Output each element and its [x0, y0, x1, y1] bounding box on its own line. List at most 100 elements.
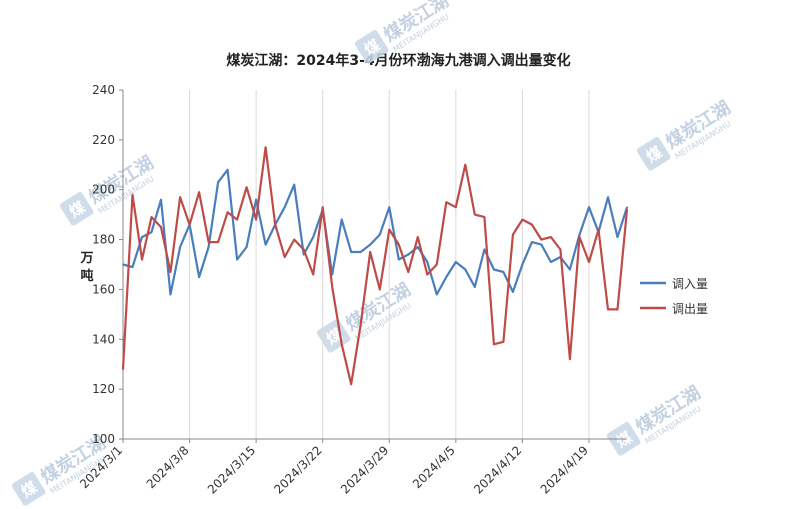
data-point: [474, 286, 476, 288]
data-point: [502, 271, 505, 273]
y-tick-label: 100: [92, 432, 115, 446]
data-point: [359, 251, 362, 253]
data-point: [445, 276, 448, 278]
data-point: [397, 243, 400, 246]
x-tick-label: 2024/3/8: [144, 443, 192, 491]
watermark-logo: [354, 30, 389, 64]
data-point: [550, 236, 552, 238]
chart-series: [121, 146, 629, 386]
data-point: [455, 206, 457, 208]
data-point: [569, 358, 571, 361]
data-point: [607, 196, 609, 198]
data-point: [340, 218, 343, 221]
data-point: [588, 206, 590, 208]
data-point: [141, 258, 143, 261]
data-point: [350, 383, 353, 385]
data-point: [540, 243, 543, 246]
data-point: [493, 268, 495, 271]
data-point: [512, 291, 514, 293]
data-point: [331, 286, 334, 288]
data-point: [274, 223, 276, 226]
data-point: [616, 236, 619, 238]
data-point: [531, 223, 533, 226]
data-point: [626, 208, 628, 211]
data-point: [293, 183, 295, 186]
data-point: [426, 273, 429, 276]
data-point: [493, 343, 495, 346]
data-point: [616, 308, 619, 311]
data-point: [283, 206, 286, 208]
data-point: [436, 263, 438, 266]
data-point: [550, 261, 552, 263]
data-point: [416, 246, 419, 248]
y-tick-label: 160: [92, 282, 115, 296]
data-point: [388, 206, 391, 208]
data-point: [559, 248, 562, 251]
data-point: [397, 258, 400, 261]
data-point: [407, 271, 410, 273]
data-point: [122, 263, 124, 266]
legend-label: 调出量: [672, 302, 708, 316]
data-point: [464, 163, 467, 166]
data-point: [426, 261, 429, 263]
data-point: [236, 258, 238, 261]
y-axis-label: 万吨: [79, 251, 93, 284]
data-point: [217, 241, 219, 243]
data-point: [578, 233, 581, 236]
data-point: [236, 218, 238, 221]
data-point: [179, 196, 181, 198]
data-point: [359, 323, 362, 326]
chart-title: 煤炭江湖：2024年3-4月份环渤海九港调入调出量变化: [226, 53, 571, 69]
x-tick-label: 2024/4/5: [410, 443, 458, 491]
data-point: [569, 268, 571, 271]
data-point: [378, 233, 381, 236]
data-point: [340, 343, 343, 346]
data-point: [455, 261, 457, 263]
series-line-1: [122, 168, 629, 296]
data-point: [378, 288, 381, 291]
data-point: [188, 223, 191, 226]
data-point: [131, 193, 134, 196]
data-point: [198, 276, 200, 278]
data-point: [483, 216, 486, 218]
y-tick-label: 140: [92, 332, 115, 346]
data-point: [512, 233, 514, 236]
y-tick-label: 200: [92, 183, 115, 197]
data-point: [521, 218, 524, 221]
data-point: [312, 236, 314, 238]
data-point: [302, 253, 305, 256]
watermark-logo: [636, 137, 671, 171]
data-point: [540, 238, 543, 241]
data-point: [407, 253, 410, 256]
data-point: [483, 248, 486, 251]
data-point: [283, 256, 286, 258]
data-point: [169, 271, 172, 273]
data-point: [160, 226, 162, 228]
y-axis-label-char: 万: [79, 251, 93, 266]
data-point: [578, 236, 581, 238]
data-point: [264, 243, 267, 246]
data-point: [226, 211, 229, 213]
data-point: [416, 236, 419, 238]
data-point: [150, 231, 153, 233]
data-point: [369, 243, 372, 246]
data-point: [445, 201, 448, 203]
data-point: [207, 241, 210, 243]
data-point: [502, 340, 505, 343]
data-point: [255, 218, 257, 221]
data-point: [264, 146, 267, 149]
y-axis-label-char: 吨: [80, 268, 93, 284]
data-point: [255, 198, 257, 201]
watermark-logo: [11, 472, 46, 506]
data-point: [226, 168, 229, 171]
data-point: [597, 228, 600, 231]
data-point: [388, 228, 391, 231]
data-point: [436, 293, 438, 296]
